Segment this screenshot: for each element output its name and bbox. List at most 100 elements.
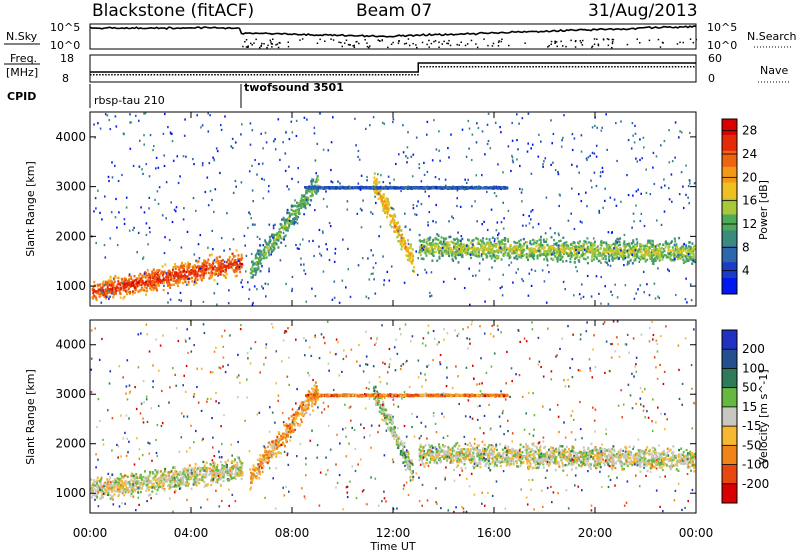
data-cell (145, 163, 148, 166)
nsearch-point (272, 38, 274, 40)
data-cell (121, 280, 124, 283)
nave-point (447, 66, 449, 68)
data-cell (275, 242, 278, 245)
data-cell (374, 186, 376, 189)
data-cell (546, 243, 549, 247)
data-cell (393, 222, 396, 226)
data-cell (268, 240, 271, 244)
data-cell (163, 270, 166, 274)
data-cell (213, 278, 216, 282)
data-cell (336, 187, 339, 190)
data-cell (309, 195, 312, 198)
data-cell (691, 262, 694, 265)
data-cell (205, 264, 208, 268)
data-cell (495, 244, 498, 247)
data-cell (203, 272, 206, 275)
data-cell (193, 264, 196, 267)
nave-point (574, 66, 577, 68)
data-cell (609, 247, 612, 250)
data-cell (444, 243, 447, 246)
data-cell (623, 254, 626, 258)
data-cell (652, 260, 655, 263)
data-cell (300, 205, 303, 208)
data-cell (585, 191, 587, 194)
data-cell (688, 250, 690, 253)
data-cell (428, 195, 430, 198)
data-cell (155, 167, 157, 170)
data-cell (379, 196, 382, 199)
data-cell (476, 122, 478, 125)
data-cell (671, 246, 674, 249)
data-cell (412, 153, 415, 156)
data-cell (306, 200, 309, 204)
data-cell (467, 178, 469, 181)
nave-point (177, 74, 180, 76)
data-cell (398, 153, 400, 156)
data-cell (463, 248, 466, 251)
data-cell (554, 242, 557, 245)
data-cell (626, 263, 629, 266)
data-cell (639, 258, 642, 261)
data-cell (502, 273, 504, 276)
data-cell (297, 208, 300, 212)
data-cell (406, 161, 408, 164)
data-cell (518, 254, 521, 257)
data-cell (92, 295, 95, 298)
nsearch-point (261, 42, 263, 45)
data-cell (540, 246, 543, 250)
nsearch-point (364, 39, 366, 41)
data-cell (241, 279, 243, 282)
data-cell (123, 282, 126, 285)
data-cell (543, 246, 546, 249)
data-cell (570, 243, 572, 246)
data-cell (172, 279, 175, 283)
data-cell (234, 179, 237, 183)
data-cell (474, 200, 476, 203)
data-cell (551, 252, 554, 255)
data-cell (425, 250, 428, 253)
data-cell (663, 249, 666, 253)
data-cell (96, 283, 99, 287)
data-cell (595, 247, 598, 250)
data-cell (400, 229, 403, 232)
data-cell (474, 248, 477, 252)
data-cell (153, 275, 156, 279)
data-cell (99, 127, 102, 130)
data-cell (342, 186, 345, 189)
data-cell (610, 253, 613, 257)
nsearch-point (403, 43, 406, 45)
data-cell (307, 189, 309, 193)
data-cell (149, 282, 152, 285)
data-cell (461, 128, 464, 131)
nsearch-point (612, 38, 615, 41)
data-cell (138, 274, 141, 277)
data-cell (209, 266, 212, 269)
nave-point (465, 66, 468, 68)
nave-point (605, 66, 607, 68)
data-cell (447, 250, 450, 253)
data-cell (427, 239, 430, 242)
data-cell (647, 252, 649, 255)
data-cell (588, 250, 591, 254)
nave-label: Nave (760, 64, 788, 77)
data-cell (642, 248, 645, 251)
data-cell (456, 246, 459, 249)
data-cell (361, 209, 363, 212)
data-cell (161, 274, 164, 277)
data-cell (425, 254, 428, 257)
data-cell (569, 247, 572, 250)
nsearch-point (648, 39, 651, 42)
data-cell (284, 169, 287, 172)
data-cell (220, 270, 223, 273)
nsearch-point (266, 46, 268, 49)
data-cell (169, 273, 172, 277)
data-cell (456, 204, 458, 208)
data-cell (373, 172, 376, 175)
data-cell (640, 248, 642, 251)
data-cell (332, 186, 335, 189)
data-cell (138, 289, 141, 293)
nave-point (120, 74, 122, 76)
data-cell (416, 204, 418, 208)
data-cell (356, 212, 359, 215)
nsearch-point (332, 39, 335, 41)
